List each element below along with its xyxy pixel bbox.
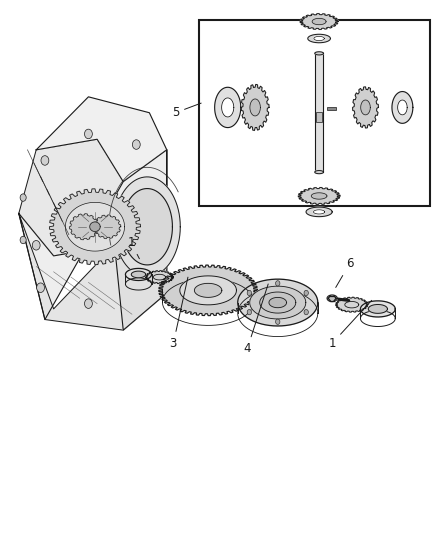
Polygon shape bbox=[298, 188, 340, 205]
Polygon shape bbox=[336, 297, 368, 312]
Polygon shape bbox=[65, 203, 124, 251]
Circle shape bbox=[276, 281, 280, 286]
Circle shape bbox=[304, 290, 308, 296]
Text: 1: 1 bbox=[127, 236, 139, 259]
Bar bbox=[199, 20, 430, 206]
Polygon shape bbox=[90, 222, 100, 231]
Polygon shape bbox=[70, 214, 99, 240]
Circle shape bbox=[247, 310, 251, 315]
Text: 4: 4 bbox=[244, 284, 268, 355]
Polygon shape bbox=[131, 271, 146, 278]
Polygon shape bbox=[360, 301, 395, 317]
Polygon shape bbox=[250, 99, 260, 116]
Bar bbox=[316, 112, 322, 122]
Polygon shape bbox=[19, 150, 167, 319]
Text: 6: 6 bbox=[336, 257, 353, 287]
Polygon shape bbox=[269, 297, 286, 308]
Text: 5: 5 bbox=[172, 103, 201, 119]
Polygon shape bbox=[311, 193, 327, 199]
Circle shape bbox=[304, 310, 308, 315]
Polygon shape bbox=[241, 85, 269, 131]
Polygon shape bbox=[125, 269, 152, 280]
Polygon shape bbox=[250, 286, 306, 319]
Polygon shape bbox=[392, 92, 413, 123]
Polygon shape bbox=[93, 215, 121, 239]
Polygon shape bbox=[159, 265, 258, 316]
Polygon shape bbox=[180, 276, 237, 305]
Circle shape bbox=[41, 156, 49, 165]
Polygon shape bbox=[194, 284, 222, 297]
Circle shape bbox=[20, 236, 26, 244]
Circle shape bbox=[37, 283, 45, 293]
Circle shape bbox=[85, 299, 92, 309]
Polygon shape bbox=[300, 14, 338, 29]
Circle shape bbox=[247, 290, 251, 296]
Polygon shape bbox=[222, 98, 234, 117]
Polygon shape bbox=[353, 87, 378, 128]
Circle shape bbox=[20, 194, 26, 201]
Polygon shape bbox=[308, 34, 330, 43]
Text: 3: 3 bbox=[170, 277, 188, 350]
Circle shape bbox=[276, 319, 280, 325]
Polygon shape bbox=[315, 171, 323, 174]
Polygon shape bbox=[327, 295, 337, 302]
Polygon shape bbox=[114, 177, 180, 277]
Polygon shape bbox=[19, 203, 167, 330]
Polygon shape bbox=[312, 18, 326, 25]
Circle shape bbox=[85, 129, 92, 139]
Text: 1: 1 bbox=[328, 301, 371, 350]
Polygon shape bbox=[36, 97, 167, 182]
Polygon shape bbox=[238, 279, 318, 326]
Polygon shape bbox=[260, 292, 296, 313]
Bar bbox=[315, 53, 323, 172]
Polygon shape bbox=[314, 36, 324, 41]
Circle shape bbox=[132, 140, 140, 149]
Polygon shape bbox=[145, 271, 173, 284]
Polygon shape bbox=[215, 87, 241, 127]
Polygon shape bbox=[115, 150, 167, 330]
Circle shape bbox=[32, 240, 40, 250]
Polygon shape bbox=[122, 189, 173, 265]
Polygon shape bbox=[368, 304, 388, 313]
Polygon shape bbox=[398, 100, 407, 115]
Polygon shape bbox=[315, 52, 323, 55]
Bar bbox=[327, 107, 336, 110]
Polygon shape bbox=[19, 139, 123, 256]
Polygon shape bbox=[361, 100, 370, 115]
Polygon shape bbox=[49, 189, 141, 265]
Polygon shape bbox=[306, 207, 332, 216]
Polygon shape bbox=[314, 210, 325, 214]
